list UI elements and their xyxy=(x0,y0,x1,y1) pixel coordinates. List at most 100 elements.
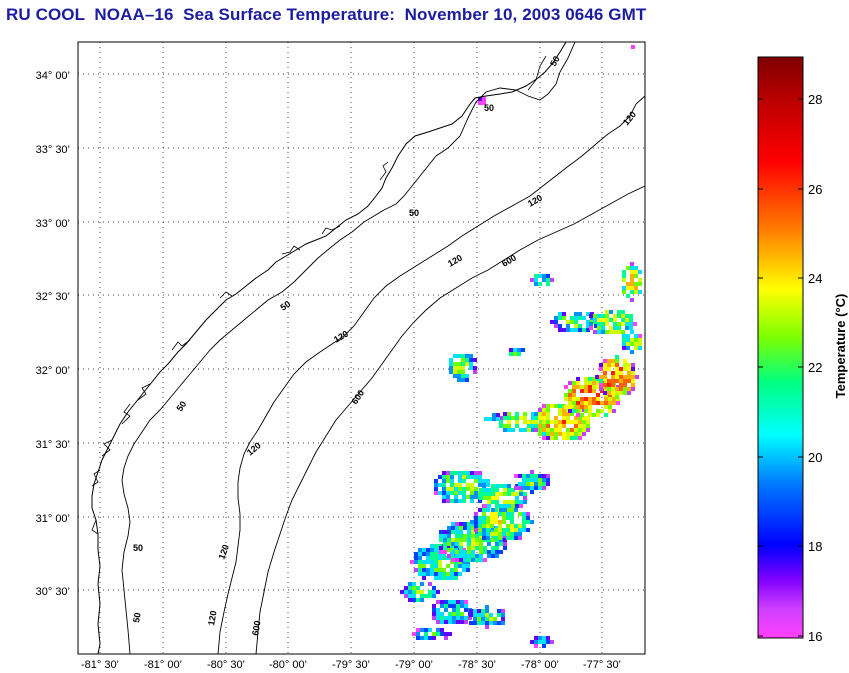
sst-pixel xyxy=(449,366,453,370)
sst-pixel xyxy=(604,413,608,417)
sst-pixel xyxy=(570,432,574,436)
sst-pixel xyxy=(412,594,416,598)
sst-pixel xyxy=(599,367,603,371)
sst-pixel xyxy=(430,556,434,560)
sst-pixel xyxy=(478,516,482,520)
sst-pixel xyxy=(451,526,455,530)
sst-pixel xyxy=(509,348,513,352)
sst-pixel xyxy=(448,632,452,636)
sst-pixel xyxy=(592,413,596,417)
sst-pixel xyxy=(494,532,498,536)
sst-pixel xyxy=(584,405,588,409)
sst-pixel xyxy=(448,604,452,608)
sst-pixel xyxy=(487,550,491,554)
sst-pixel xyxy=(478,475,482,479)
sst-pixel xyxy=(489,621,493,625)
sst-pixel xyxy=(474,512,478,516)
sst-pixel xyxy=(562,416,566,420)
sst-pixel xyxy=(491,508,495,512)
sst-pixel xyxy=(452,616,456,620)
sst-pixel xyxy=(605,322,609,326)
sst-pixel xyxy=(467,554,471,558)
sst-pixel xyxy=(404,590,408,594)
sst-pixel xyxy=(526,528,530,532)
sst-pixel xyxy=(404,586,408,590)
sst-pixel xyxy=(519,504,523,508)
sst-pixel xyxy=(542,428,546,432)
sst-pixel xyxy=(526,512,530,516)
sst-pixel xyxy=(473,370,477,374)
sst-pixel xyxy=(572,401,576,405)
sst-pixel xyxy=(479,558,483,562)
sst-pixel xyxy=(621,318,625,322)
sst-pixel xyxy=(578,312,582,316)
sst-pixel xyxy=(479,542,483,546)
sst-pixel xyxy=(554,428,558,432)
sst-pixel xyxy=(494,520,498,524)
sst-pixel xyxy=(444,620,448,624)
sst-pixel xyxy=(554,404,558,408)
sst-pixel xyxy=(568,409,572,413)
sst-pixel xyxy=(451,550,455,554)
sst-pixel xyxy=(447,534,451,538)
sst-pixel xyxy=(627,379,631,383)
sst-pixel xyxy=(542,474,546,478)
sst-pixel xyxy=(550,432,554,436)
sst-pixel xyxy=(518,536,522,540)
sst-pixel xyxy=(478,532,482,536)
sst-pixel xyxy=(487,542,491,546)
sst-pixel xyxy=(572,409,576,413)
sst-pixel xyxy=(586,424,590,428)
sst-pixel xyxy=(588,401,592,405)
sst-pixel xyxy=(471,538,475,542)
sst-pixel xyxy=(455,558,459,562)
sst-pixel xyxy=(460,604,464,608)
sst-pixel xyxy=(542,424,546,428)
colorbar-tick-label: 18 xyxy=(808,539,822,554)
sst-pixel xyxy=(454,487,458,491)
sst-pixel xyxy=(447,530,451,534)
sst-pixel xyxy=(522,474,526,478)
sst-pixel xyxy=(446,499,450,503)
map-frame xyxy=(77,41,646,655)
sst-pixel xyxy=(527,420,531,424)
sst-pixel xyxy=(607,363,611,367)
sst-pixel xyxy=(562,424,566,428)
sst-pixel xyxy=(475,554,479,558)
sst-pixel xyxy=(438,556,442,560)
sst-pixel xyxy=(418,560,422,564)
sst-pixel xyxy=(400,590,404,594)
contour-label: 50 xyxy=(133,543,143,553)
sst-pixel xyxy=(485,605,489,609)
sst-pixel xyxy=(447,526,451,530)
contour-label: 50 xyxy=(278,299,292,313)
sst-pixel xyxy=(538,482,542,486)
sst-pixel xyxy=(482,516,486,520)
sst-pixel xyxy=(474,475,478,479)
sst-pixel xyxy=(615,363,619,367)
sst-pixel xyxy=(483,488,487,492)
sst-pixel xyxy=(478,520,482,524)
sst-pixel xyxy=(534,416,538,420)
sst-pixel xyxy=(534,644,538,648)
sst-pixel xyxy=(599,379,603,383)
sst-pixel xyxy=(439,546,443,550)
sst-pixel xyxy=(463,558,467,562)
sst-pixel xyxy=(578,328,582,332)
sst-pixel xyxy=(448,612,452,616)
sst-pixel xyxy=(503,492,507,496)
sst-pixel xyxy=(619,391,623,395)
sst-pixel xyxy=(418,548,422,552)
sst-pixel xyxy=(462,479,466,483)
sst-pixel xyxy=(608,405,612,409)
sst-pixel xyxy=(576,401,580,405)
sst-pixel xyxy=(499,424,503,428)
sst-pixel xyxy=(478,479,482,483)
sst-pixel xyxy=(420,594,424,598)
sst-pixel xyxy=(622,286,626,290)
sst-pixel xyxy=(608,397,612,401)
sst-pixel xyxy=(519,492,523,496)
sst-pixel xyxy=(534,420,538,424)
sst-pixel xyxy=(611,375,615,379)
sst-pixel xyxy=(422,568,426,572)
